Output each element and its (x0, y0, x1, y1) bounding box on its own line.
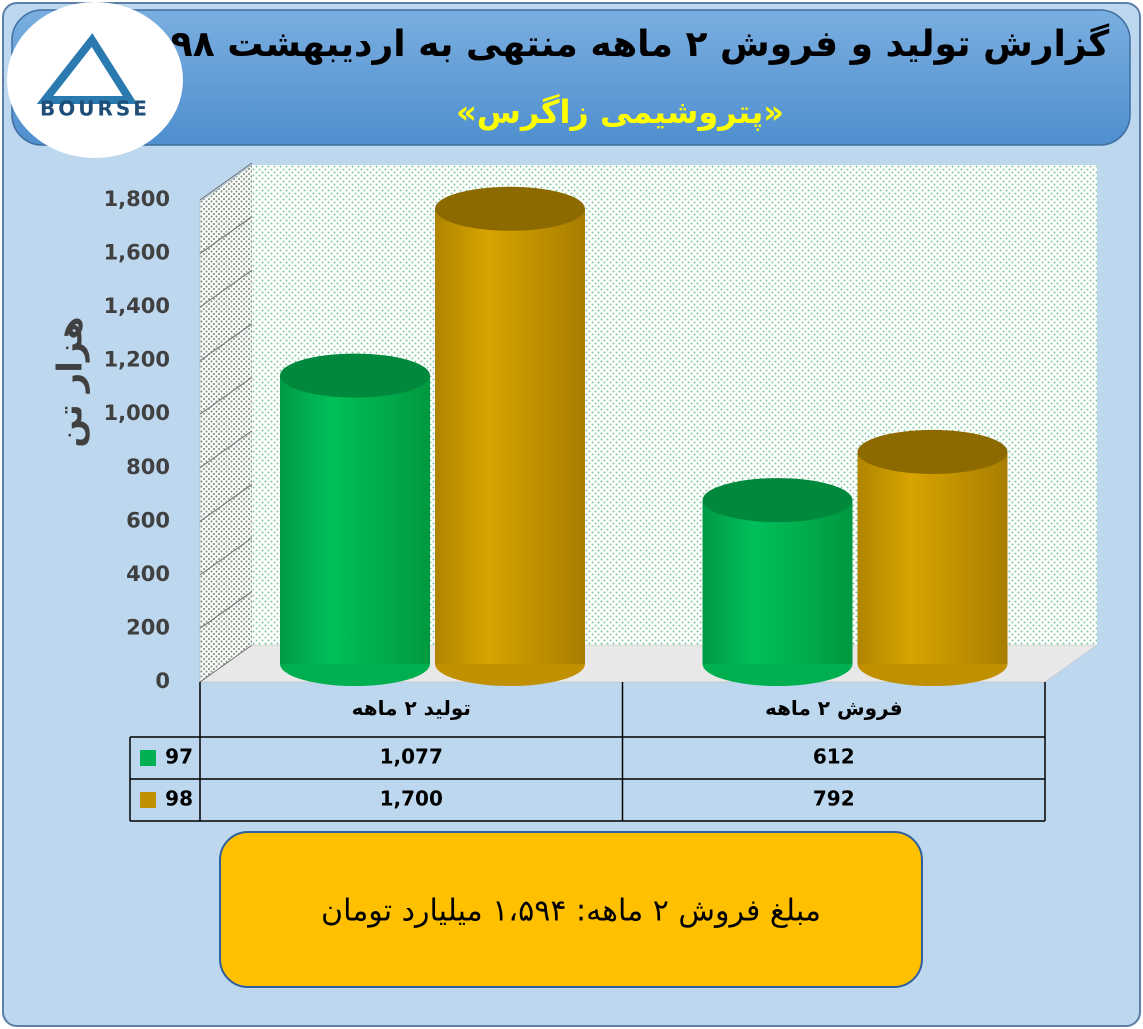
legend-label: 98 (165, 787, 193, 811)
legend-swatch (140, 792, 156, 808)
data-label: 1,700 (380, 787, 443, 811)
annotation-box (219, 831, 923, 988)
chart-subtitle: «پتروشیمی زاگرس» (456, 93, 784, 131)
grid-line (199, 430, 253, 469)
bar-top (857, 429, 1008, 474)
chart-title: گزارش تولید و فروش ۲ ماهه منتهی به اردیب… (171, 23, 1109, 65)
bar-body (435, 208, 585, 664)
grid-line (199, 216, 253, 254)
plot-area: 0 200 400 600 800 1,000 1,200 1,400 1,600 1,800 تو… (104, 162, 1098, 822)
bar-top (435, 186, 585, 231)
y-tick-label: 1,600 (104, 241, 170, 265)
bar-body (857, 451, 1008, 664)
bar-top (702, 478, 853, 523)
grid-line (199, 644, 253, 683)
grid-line (199, 376, 253, 415)
bar (702, 478, 853, 686)
y-tick-label: 200 (126, 615, 170, 639)
bar (857, 429, 1008, 686)
data-label: 1,077 (380, 745, 443, 769)
bar-top (280, 353, 430, 398)
data-label: 612 (813, 745, 855, 769)
y-tick-label: 1,800 (104, 187, 170, 211)
grid-line (199, 323, 253, 362)
y-tick-label: 1,000 (104, 401, 170, 425)
logo-icon (36, 33, 138, 104)
annotation: مبلغ فروش ۲ ماهه: ۱،۵۹۴ میلیارد تومان (321, 894, 821, 929)
y-tick-label: 800 (126, 455, 170, 479)
x-tick-label: تولید ۲ ماهه (352, 696, 471, 720)
grid-line (199, 162, 253, 201)
y-axis-label: هزار تن (51, 316, 91, 447)
grid-line (199, 483, 253, 522)
y-tick-label: 600 (126, 508, 170, 532)
grid-line (199, 537, 253, 576)
grid-line (199, 269, 253, 308)
grid-line (199, 591, 253, 629)
logo-badge (7, 2, 183, 158)
bar (280, 353, 430, 686)
logo-text: BOURSE (40, 97, 150, 121)
data-label: 792 (813, 787, 855, 811)
legend-swatch (140, 750, 156, 766)
side-wall (199, 164, 253, 683)
y-tick-label: 1,400 (104, 294, 170, 318)
bar-body (280, 375, 430, 664)
x-tick-label: فروش ۲ ماهه (765, 696, 903, 720)
y-tick-label: 1,200 (104, 348, 170, 372)
bar-body (702, 500, 853, 664)
bar (435, 186, 585, 686)
y-tick-label: 400 (126, 562, 170, 586)
y-tick-label: 0 (155, 669, 170, 693)
legend-label: 97 (165, 745, 193, 769)
